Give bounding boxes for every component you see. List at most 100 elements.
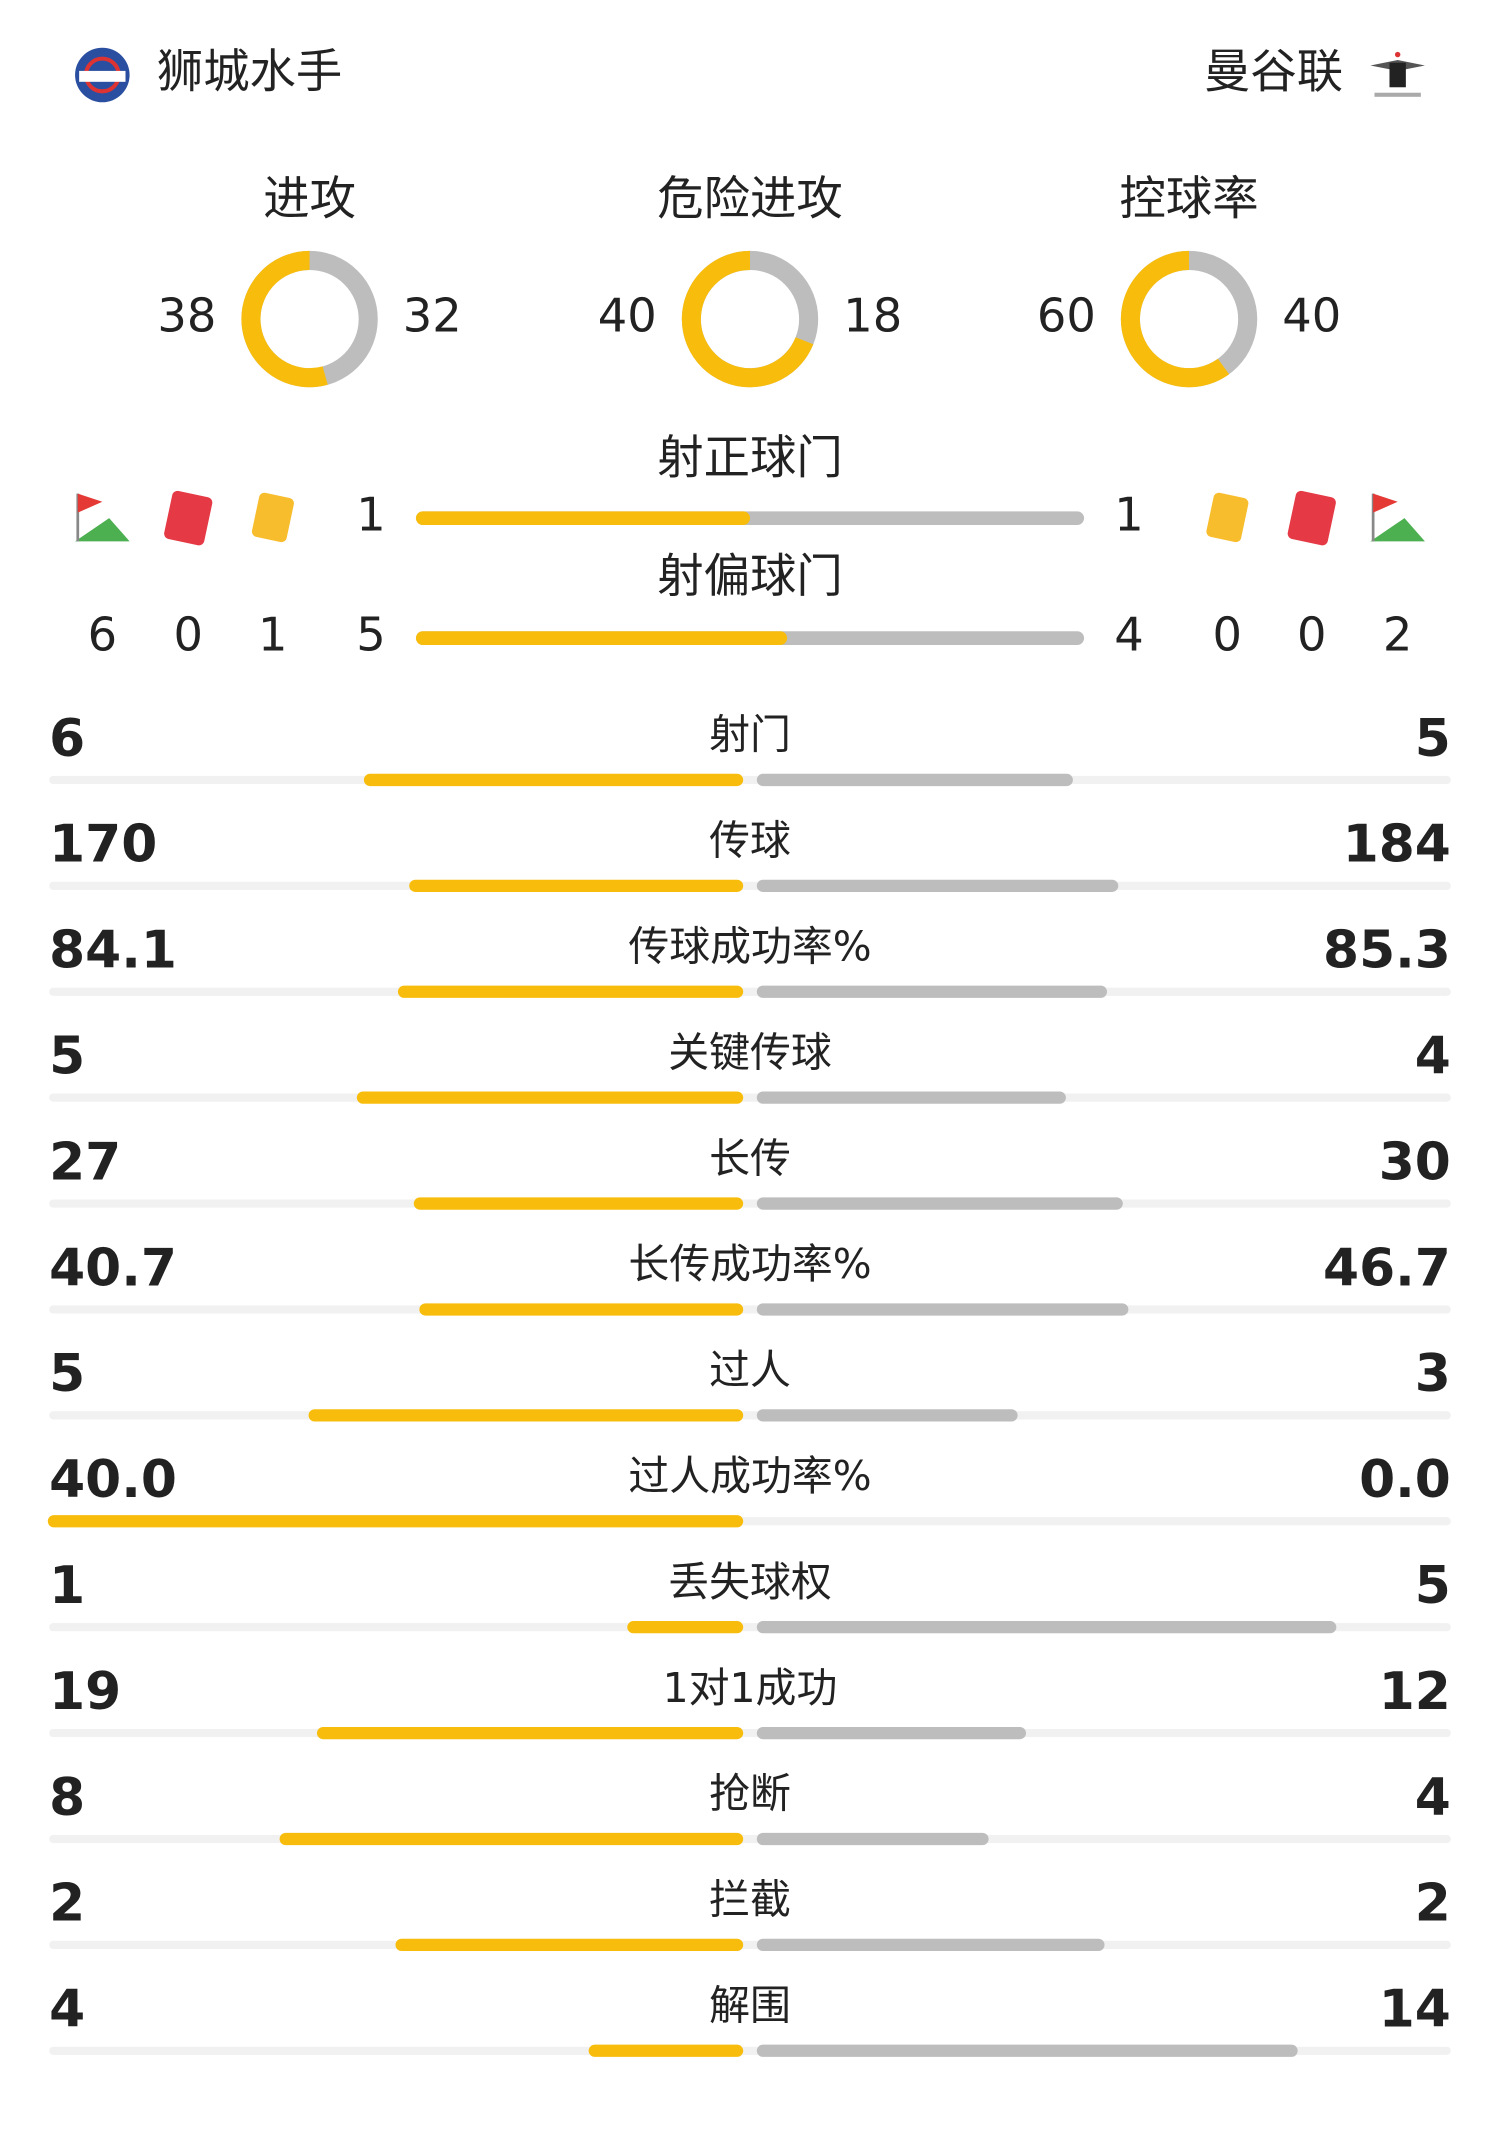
away-bar	[756, 773, 1073, 787]
count-value: 2	[1383, 608, 1413, 662]
home-bar	[409, 879, 744, 892]
home-value: 1	[356, 488, 385, 542]
ring-label: 进攻	[263, 171, 356, 225]
away-value: 32	[403, 289, 462, 343]
away-logo	[1370, 51, 1425, 97]
track	[49, 1834, 1451, 1844]
away-stat: 4	[1415, 1026, 1451, 1086]
away-bar	[756, 1409, 1018, 1422]
away-bar	[756, 1621, 1337, 1634]
track	[49, 1728, 1451, 1738]
yellow-card-icon	[251, 492, 294, 543]
home-bar	[47, 1515, 744, 1528]
ring-home	[681, 250, 814, 388]
away-stat: 2	[1415, 1874, 1451, 1934]
away-bar	[756, 1091, 1066, 1104]
home-bar	[415, 511, 750, 525]
ring-home	[241, 250, 328, 388]
home-logo	[75, 47, 130, 103]
away-stat: 85.3	[1323, 921, 1451, 981]
home-bar	[279, 1832, 744, 1846]
ring-label: 控球率	[1120, 171, 1259, 225]
corner-flag-icon	[1370, 493, 1425, 542]
count-value: 0	[1212, 608, 1242, 662]
stat-label: 过人	[709, 1346, 791, 1394]
red-card-icon	[1287, 490, 1336, 546]
stat-label: 长传	[709, 1134, 791, 1182]
stat-label: 长传成功率%	[628, 1240, 871, 1288]
stat-label: 解围	[709, 1982, 791, 2030]
home-value: 60	[1037, 289, 1096, 343]
home-bar	[588, 2044, 744, 2057]
yellow-card-icon	[1206, 492, 1249, 543]
corner-flag-icon	[75, 493, 130, 542]
away-value: 40	[1282, 289, 1341, 343]
home-stat: 19	[49, 1662, 121, 1722]
track	[49, 775, 1451, 785]
home-stat: 2	[49, 1874, 85, 1934]
away-bar	[756, 1197, 1123, 1210]
count-value: 0	[173, 608, 203, 662]
home-bar	[397, 985, 744, 998]
away-stat: 46.7	[1323, 1238, 1451, 1298]
shot-label: 射偏球门	[657, 549, 842, 603]
home-value: 38	[157, 289, 216, 343]
stat-label: 抢断	[709, 1770, 791, 1818]
track	[49, 1411, 1451, 1420]
home-bar	[316, 1726, 744, 1740]
home-team: 狮城水手	[157, 44, 342, 98]
count-value: 6	[88, 608, 117, 662]
away-stat: 3	[1415, 1344, 1451, 1404]
home-stat: 84.1	[49, 921, 177, 981]
stat-label: 过人成功率%	[628, 1452, 871, 1500]
home-bar	[308, 1409, 744, 1422]
away-stat: 12	[1379, 1662, 1451, 1722]
stat-label: 拦截	[709, 1876, 791, 1924]
away-stat: 5	[1415, 709, 1451, 769]
away-bar	[756, 879, 1119, 892]
away-team: 曼谷联	[1204, 44, 1343, 98]
track	[49, 1940, 1451, 1949]
home-stat: 5	[49, 1344, 85, 1404]
home-bar	[356, 1091, 744, 1104]
away-value: 4	[1114, 608, 1144, 662]
stat-label: 射门	[709, 711, 791, 759]
away-stat: 5	[1415, 1556, 1451, 1616]
home-bar	[395, 1938, 744, 1952]
away-value: 18	[843, 289, 902, 343]
home-stat: 40.0	[49, 1450, 177, 1510]
home-stat: 170	[49, 815, 157, 875]
track	[49, 1305, 1451, 1314]
home-stat: 4	[49, 1980, 85, 2040]
home-value: 5	[356, 608, 385, 662]
stat-label: 丢失球权	[668, 1558, 832, 1606]
track	[49, 1093, 1451, 1102]
home-stat: 1	[49, 1556, 85, 1616]
away-bar	[756, 1726, 1027, 1740]
away-stat: 4	[1415, 1768, 1451, 1828]
away-stat: 14	[1379, 1980, 1451, 2040]
home-stat: 5	[49, 1026, 85, 1086]
home-value: 40	[598, 289, 657, 343]
home-bar	[415, 631, 788, 645]
stat-label: 传球	[709, 817, 791, 865]
away-bar	[756, 1832, 989, 1846]
away-bar	[756, 2044, 1298, 2057]
ring-label: 危险进攻	[657, 171, 842, 225]
home-stat: 40.7	[49, 1238, 177, 1298]
away-bar	[756, 985, 1107, 998]
home-bar	[413, 1197, 744, 1210]
home-stat: 27	[49, 1132, 121, 1192]
track	[49, 1199, 1451, 1208]
away-bar	[756, 1938, 1105, 1952]
count-value: 0	[1297, 608, 1327, 662]
home-stat: 8	[49, 1768, 85, 1828]
stat-label: 1对1成功	[663, 1664, 838, 1712]
home-bar	[627, 1621, 744, 1634]
home-bar	[363, 773, 744, 787]
shot-label: 射正球门	[657, 430, 842, 484]
home-bar	[419, 1303, 744, 1316]
red-card-icon	[164, 490, 213, 546]
